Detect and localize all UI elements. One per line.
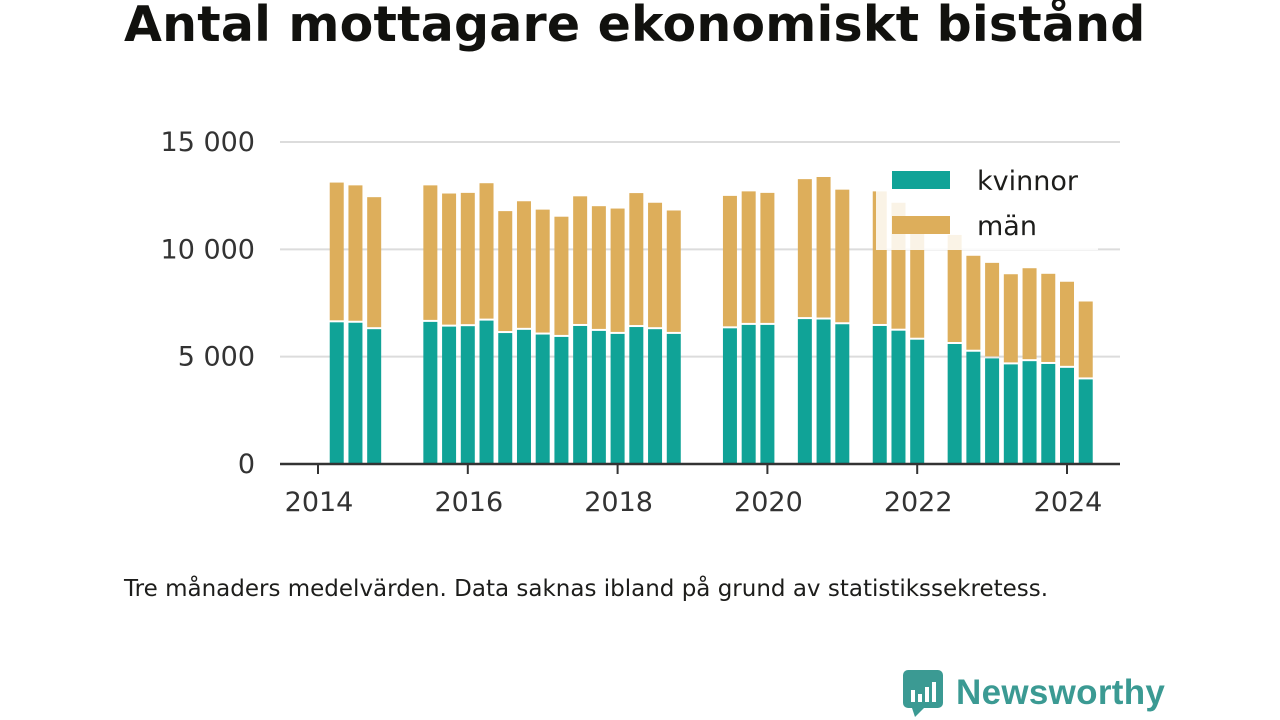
bar-kvinnor <box>910 339 925 464</box>
x-axis-ticks: 2014 2016 2018 2020 2022 2024 <box>285 464 1103 518</box>
bar-kvinnor <box>348 322 363 464</box>
legend-label: kvinnor <box>977 166 1079 197</box>
bar-man <box>816 176 831 318</box>
bar-man <box>835 189 850 323</box>
bar-kvinnor <box>516 329 531 464</box>
bar-kvinnor <box>797 319 812 464</box>
x-tick-label: 2024 <box>1034 487 1103 518</box>
bar-kvinnor <box>442 326 457 464</box>
bar-man <box>423 185 438 320</box>
bar-man <box>573 196 588 324</box>
bar-man <box>535 209 550 333</box>
bar-kvinnor <box>891 330 906 464</box>
bar-kvinnor <box>554 336 569 464</box>
chart-footnote: Tre månaders medelvärden. Data saknas ib… <box>124 576 1049 602</box>
brand-name: Newsworthy <box>956 673 1166 712</box>
bar-kvinnor <box>329 322 344 464</box>
bar-kvinnor <box>1078 379 1093 464</box>
bar-kvinnor <box>872 325 887 464</box>
bar-man <box>1041 273 1056 362</box>
bar-kvinnor <box>1041 363 1056 464</box>
bar-man <box>479 183 494 319</box>
bar-kvinnor <box>985 358 1000 464</box>
bar-man <box>442 193 457 325</box>
x-tick-label: 2014 <box>285 487 354 518</box>
y-tick-label: 0 <box>238 449 255 480</box>
bar-kvinnor <box>535 334 550 464</box>
bar-man <box>797 179 812 318</box>
bar-kvinnor <box>741 324 756 464</box>
bar-man <box>910 227 925 338</box>
x-tick-label: 2020 <box>734 487 803 518</box>
bar-man <box>1003 274 1018 363</box>
bar-kvinnor <box>760 324 775 464</box>
bar-kvinnor <box>722 328 737 464</box>
bar-kvinnor <box>610 333 625 464</box>
newsworthy-logo-icon <box>903 670 943 717</box>
bar-man <box>629 193 644 326</box>
bar-man <box>1078 301 1093 378</box>
bar-kvinnor <box>648 329 663 464</box>
x-tick-label: 2016 <box>434 487 503 518</box>
y-axis-ticks: 0 5 000 10 000 15 000 <box>161 127 255 480</box>
bar-man <box>460 192 475 325</box>
y-tick-label: 5 000 <box>178 342 255 373</box>
bar-kvinnor <box>423 321 438 464</box>
bar-man <box>666 210 681 332</box>
legend-label: män <box>977 211 1037 242</box>
bar-man <box>516 201 531 328</box>
bar-kvinnor <box>498 333 513 464</box>
bar-man <box>722 195 737 327</box>
bar-kvinnor <box>573 325 588 464</box>
bar-kvinnor <box>591 330 606 464</box>
bar-man <box>1022 268 1037 360</box>
bar-kvinnor <box>479 320 494 464</box>
x-tick-label: 2022 <box>884 487 953 518</box>
bar-kvinnor <box>835 324 850 464</box>
bar-kvinnor <box>367 329 382 464</box>
legend-swatch <box>892 171 950 189</box>
x-tick-label: 2018 <box>584 487 653 518</box>
chart-title: Antal mottagare ekonomiskt bistånd <box>124 0 1146 53</box>
bar-man <box>741 191 756 323</box>
bar-kvinnor <box>816 319 831 464</box>
y-tick-label: 10 000 <box>161 234 255 265</box>
bar-man <box>985 262 1000 357</box>
bar-man <box>760 192 775 323</box>
legend: kvinnor män <box>876 158 1098 250</box>
bar-kvinnor <box>947 344 962 464</box>
bar-man <box>329 182 344 321</box>
bar-man <box>1060 281 1074 366</box>
y-tick-label: 15 000 <box>161 127 255 158</box>
bar-man <box>610 208 625 332</box>
legend-swatch <box>892 216 950 234</box>
bar-man <box>367 197 382 328</box>
bar-kvinnor <box>1060 367 1074 464</box>
bar-kvinnor <box>1022 361 1037 464</box>
bar-man <box>591 206 606 329</box>
bar-kvinnor <box>666 333 681 464</box>
bar-kvinnor <box>460 326 475 464</box>
brand-logo[interactable]: Newsworthy <box>902 668 1165 718</box>
bars <box>329 176 1093 464</box>
bar-man <box>648 202 663 328</box>
bar-kvinnor <box>1003 364 1018 464</box>
bar-man <box>966 255 981 350</box>
bar-man <box>947 234 962 343</box>
bar-man <box>348 185 363 321</box>
bar-kvinnor <box>629 327 644 464</box>
bar-man <box>554 216 569 335</box>
bar-kvinnor <box>966 351 981 464</box>
bar-man <box>498 211 513 332</box>
